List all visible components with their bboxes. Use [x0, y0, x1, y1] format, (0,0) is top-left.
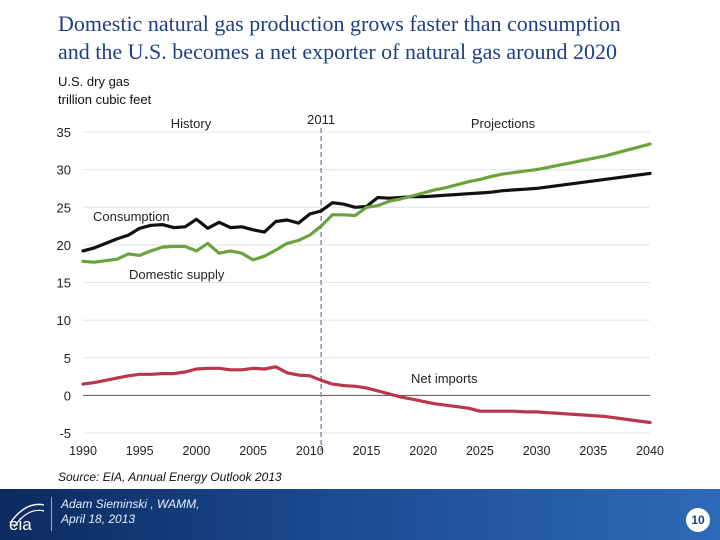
y-tick-label: -5: [59, 426, 71, 441]
projections-annotation: Projections: [471, 116, 536, 131]
net-imports-line: [81, 365, 652, 425]
y-tick-label: 20: [57, 238, 71, 253]
slide-title: Domestic natural gas production grows fa…: [58, 10, 708, 66]
x-tick-label: 2010: [296, 444, 324, 458]
y-tick-label: 35: [57, 125, 71, 140]
slide-title-line-1: Domestic natural gas production grows fa…: [58, 11, 621, 36]
footer-bar: eia Adam Sieminski , WAMM, April 18, 201…: [0, 489, 720, 540]
domestic-supply-label: Domestic supply: [129, 267, 225, 282]
history-annotation: History: [171, 116, 212, 131]
consumption-label: Consumption: [93, 209, 170, 224]
source-note: Source: EIA, Annual Energy Outlook 2013: [58, 470, 282, 484]
y-axis-unit-label: U.S. dry gas trillion cubic feet: [58, 73, 151, 109]
slide-title-line-2: and the U.S. becomes a net exporter of n…: [58, 39, 617, 64]
y-tick-label: 30: [57, 163, 71, 178]
footer-divider: [51, 497, 52, 531]
y-tick-label: 0: [64, 388, 71, 403]
x-tick-label: 2035: [579, 444, 607, 458]
divider-year-label: 2011: [307, 112, 335, 127]
x-tick-label: 2005: [239, 444, 267, 458]
net-imports-label: Net imports: [411, 371, 478, 386]
y-axis-unit-line-1: U.S. dry gas: [58, 74, 130, 89]
x-tick-label: 2040: [636, 444, 664, 458]
x-tick-label: 2000: [182, 444, 210, 458]
logo-text: eia: [9, 515, 32, 533]
x-tick-label: 2015: [353, 444, 381, 458]
x-tick-label: 2030: [523, 444, 551, 458]
y-tick-label: 10: [57, 313, 71, 328]
y-tick-label: 15: [57, 276, 71, 291]
page-number: 10: [686, 508, 710, 532]
y-tick-label: 25: [57, 200, 71, 215]
eia-logo-icon: eia: [9, 503, 45, 533]
y-tick-label: 5: [64, 351, 71, 366]
x-tick-label: 2025: [466, 444, 494, 458]
presentation-date: April 18, 2013: [61, 512, 136, 526]
presenter-info: Adam Sieminski , WAMM, April 18, 2013: [61, 497, 199, 527]
x-tick-label: 2020: [409, 444, 437, 458]
x-tick-label: 1995: [126, 444, 154, 458]
y-axis-unit-line-2: trillion cubic feet: [58, 92, 152, 107]
presenter-name: Adam Sieminski , WAMM,: [61, 497, 200, 511]
x-tick-label: 1990: [69, 444, 97, 458]
domestic-supply-line: [81, 142, 652, 264]
